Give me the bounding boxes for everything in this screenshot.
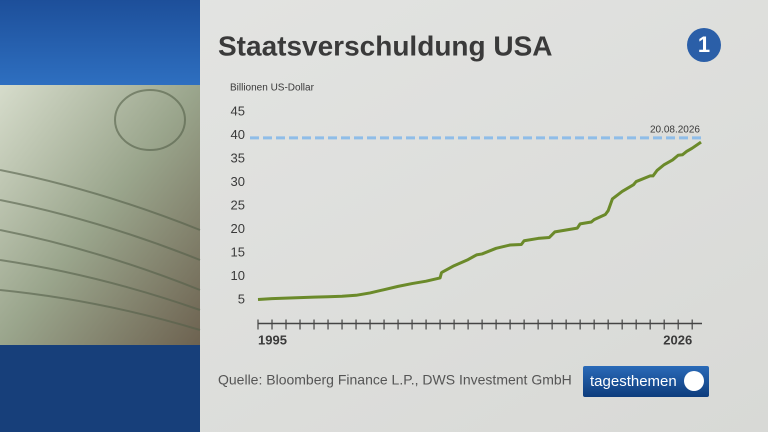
y-tick-label: 25 [231,197,245,212]
channel-logo-text: 1 [698,32,710,57]
y-tick-label: 10 [231,268,245,283]
chart-title: Staatsverschuldung USA [218,30,553,61]
x-tick-label: 2026 [663,332,692,347]
y-tick-label: 15 [231,244,245,259]
brand-box [583,366,709,397]
channel-logo [687,28,721,62]
source: Quelle: Bloomberg Finance L.P., DWS Inve… [218,372,572,388]
y-tick-label: 30 [231,174,245,189]
y-axis-label: Billionen US-Dollar [230,83,315,94]
annotation: 20.08.2026 [650,124,700,135]
bottom-strip [0,345,200,432]
x-tick-label: 1995 [258,332,287,347]
map-strip [0,0,200,85]
banknotes [0,89,201,331]
data-line [257,140,702,302]
brand: tagesthemen [590,373,677,390]
brand-logo [684,371,704,391]
y-tick-label: 45 [231,103,245,118]
y-tick-label: 35 [231,150,245,165]
y-tick-label: 5 [238,291,245,306]
y-tick-label: 40 [231,127,245,142]
money-photo [0,85,200,345]
y-tick-label: 20 [231,221,245,236]
